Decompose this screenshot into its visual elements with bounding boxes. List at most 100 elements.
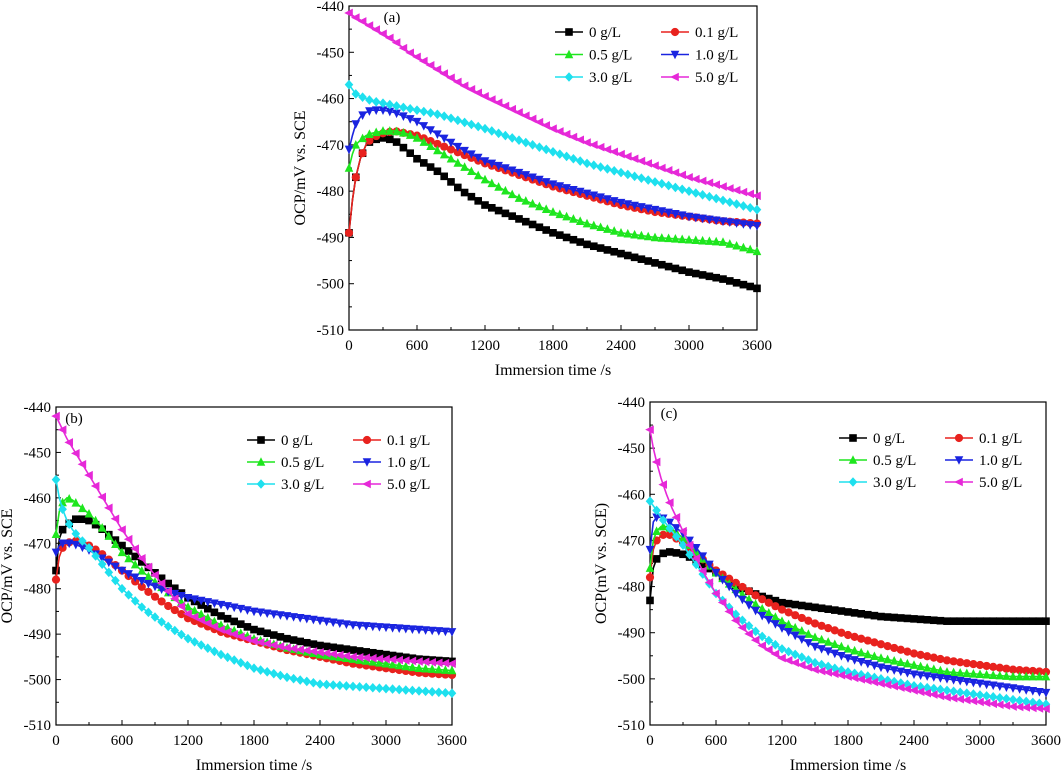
data-point xyxy=(982,617,991,625)
data-point xyxy=(433,145,442,155)
data-point xyxy=(843,654,853,663)
data-point xyxy=(962,695,971,705)
data-point xyxy=(419,56,428,66)
data-point xyxy=(596,162,605,172)
data-point xyxy=(664,180,673,191)
data-point xyxy=(405,115,415,124)
x-tick-label: 0 xyxy=(345,338,353,354)
data-point xyxy=(684,212,694,222)
data-point xyxy=(1002,683,1011,692)
series-3-0-g-L xyxy=(51,474,457,698)
data-point xyxy=(870,638,879,647)
data-point xyxy=(856,675,865,684)
data-point xyxy=(810,632,820,642)
data-point xyxy=(78,515,87,524)
data-point xyxy=(171,584,179,593)
data-point xyxy=(562,233,571,242)
data-point xyxy=(289,636,298,644)
data-point xyxy=(124,590,133,600)
data-point xyxy=(399,102,408,113)
data-point xyxy=(732,278,741,287)
data-point xyxy=(302,646,311,655)
data-point xyxy=(494,161,503,171)
y-tick-label: -500 xyxy=(317,277,345,293)
data-point xyxy=(379,134,387,142)
data-point xyxy=(870,651,879,661)
data-point xyxy=(771,602,780,611)
data-point xyxy=(936,674,945,683)
data-point xyxy=(357,17,367,26)
data-point xyxy=(419,137,429,146)
data-point xyxy=(427,687,437,697)
data-point xyxy=(916,681,925,692)
legend-item: 0.1 g/L xyxy=(945,431,1022,447)
data-point xyxy=(968,696,978,706)
data-point xyxy=(361,682,371,693)
data-point xyxy=(823,661,833,672)
data-point xyxy=(644,257,652,265)
data-point xyxy=(371,97,381,107)
data-point xyxy=(117,525,126,534)
data-point xyxy=(385,126,395,135)
data-point xyxy=(1028,671,1038,681)
data-point xyxy=(341,651,351,661)
data-point xyxy=(453,158,463,167)
data-point xyxy=(433,130,442,140)
data-point xyxy=(817,645,826,654)
data-point xyxy=(896,667,906,677)
chart-panel-1: 0 600 1200 1800 2400 3000 3600 -440 -450 -460 -470… xyxy=(292,0,772,379)
data-point xyxy=(664,233,673,243)
data-point xyxy=(328,649,337,659)
data-point xyxy=(810,642,820,652)
data-point xyxy=(752,204,762,215)
data-point xyxy=(71,540,81,550)
data-point xyxy=(738,615,747,626)
data-point xyxy=(596,193,605,202)
data-point xyxy=(474,197,482,205)
data-point xyxy=(916,650,925,659)
data-point xyxy=(378,106,388,115)
data-point xyxy=(732,199,741,209)
data-point xyxy=(322,642,331,651)
data-point xyxy=(392,109,401,119)
data-point xyxy=(752,246,762,256)
data-point xyxy=(446,145,456,154)
data-point xyxy=(942,693,951,702)
data-point xyxy=(78,543,87,553)
data-point xyxy=(751,599,760,608)
data-point xyxy=(975,679,985,689)
data-point xyxy=(650,161,659,170)
data-point xyxy=(678,540,688,550)
data-point xyxy=(170,589,180,599)
data-point xyxy=(177,629,186,640)
data-point xyxy=(896,657,906,667)
data-point xyxy=(672,524,681,533)
data-point xyxy=(371,25,380,34)
data-point xyxy=(778,598,786,607)
data-point xyxy=(1015,671,1024,681)
data-point xyxy=(650,205,660,215)
data-point xyxy=(903,647,912,656)
data-point xyxy=(351,173,360,182)
data-point xyxy=(623,200,633,209)
legend-marker xyxy=(565,28,573,36)
legend-label: 0.5 g/L xyxy=(873,453,916,469)
data-point xyxy=(929,664,939,673)
data-point xyxy=(378,29,387,39)
x-tick-label: 600 xyxy=(111,733,134,749)
data-point xyxy=(739,220,748,229)
data-point xyxy=(453,115,463,126)
y-tick-label: -450 xyxy=(24,445,52,461)
data-point xyxy=(117,583,127,594)
y-axis: -440 -450 -460 -470 -480 -490 -500 -510 xyxy=(24,400,61,734)
legend-marker xyxy=(848,477,858,487)
data-point xyxy=(434,658,443,668)
data-point xyxy=(817,659,826,670)
data-point xyxy=(712,273,720,282)
data-point xyxy=(137,565,147,575)
data-point xyxy=(204,604,212,613)
data-point xyxy=(698,271,707,279)
data-point xyxy=(64,539,74,549)
x-tick-label: 2400 xyxy=(899,733,929,749)
data-point xyxy=(528,198,537,208)
